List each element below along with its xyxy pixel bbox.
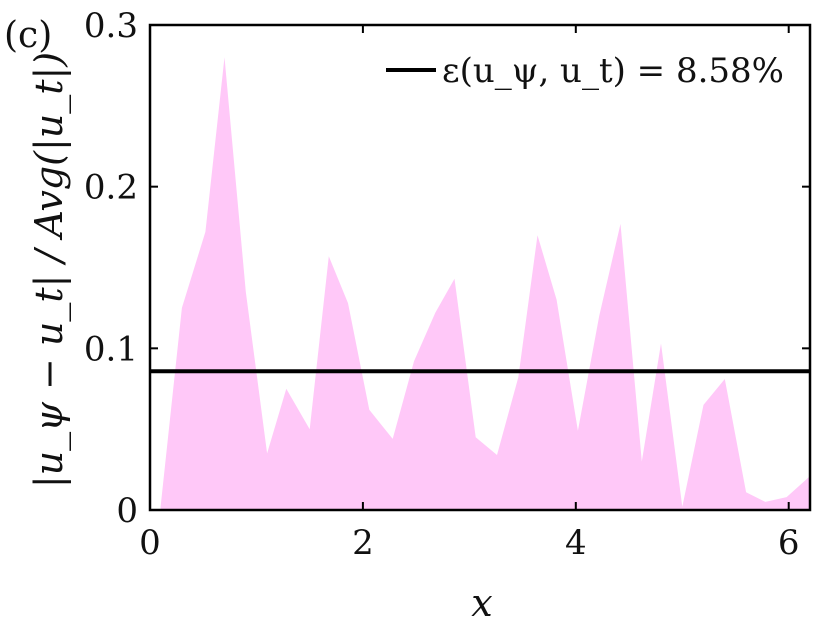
legend-label: ε(u_ψ, u_t) = 8.58% — [442, 51, 784, 91]
panel-label: (c) — [4, 15, 52, 56]
error-area — [160, 57, 811, 511]
y-tick-label: 0 — [116, 491, 138, 531]
x-tick-label: 4 — [565, 523, 587, 563]
legend: ε(u_ψ, u_t) = 8.58% — [386, 51, 784, 91]
area-layer — [160, 57, 811, 511]
x-axis-label: x — [471, 581, 492, 622]
axes-box — [148, 23, 812, 512]
y-axis-label: |u_ψ − u_t| / Avg(|u_t|) — [27, 52, 72, 488]
y-tick-label: 0.2 — [84, 168, 138, 208]
y-tick-label: 0.1 — [84, 329, 138, 369]
x-tick-label: 0 — [139, 523, 161, 563]
y-tick-label: 0.3 — [84, 6, 138, 46]
x-tick-label: 2 — [352, 523, 374, 563]
x-tick-label: 6 — [778, 523, 800, 563]
axes: 0 2 4 6 0 0.1 0.2 0.3 — [84, 6, 812, 563]
